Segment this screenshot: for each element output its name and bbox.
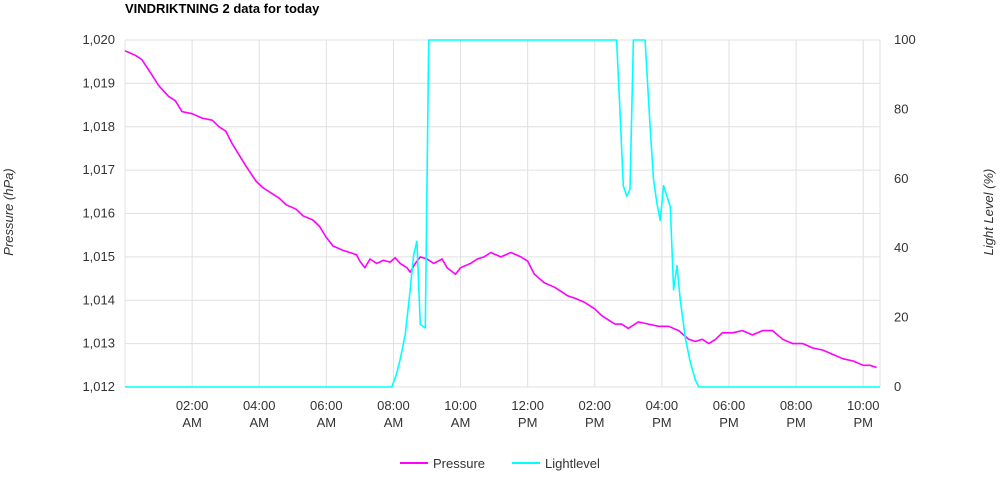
y-axis-tick-labels: 1,012 1,013 1,014 1,015 1,016 1,017 1,018 1,019…	[82, 32, 115, 394]
x-tick-label: 02:00	[176, 398, 209, 413]
y2-tick-label: 40	[894, 240, 908, 255]
x-tick-label: 06:00	[310, 398, 343, 413]
y2-tick-label: 80	[894, 101, 908, 116]
x-tick-label: 04:00	[646, 398, 679, 413]
x-tick-label: 08:00	[780, 398, 813, 413]
y-tick-label: 1,015	[82, 249, 115, 264]
x-tick-label: 10:00	[444, 398, 477, 413]
y-tick-label: 1,016	[82, 206, 115, 221]
legend-item-pressure[interactable]: Pressure	[400, 456, 485, 471]
x-tick-period: AM	[249, 415, 269, 430]
x-tick-label: 12:00	[511, 398, 544, 413]
x-tick-period: AM	[317, 415, 337, 430]
legend-label-lightlevel: Lightlevel	[545, 456, 600, 471]
x-tick-label: 10:00	[847, 398, 880, 413]
y-tick-label: 1,019	[82, 75, 115, 90]
y2-tick-label: 20	[894, 310, 908, 325]
y2-tick-label: 100	[894, 32, 916, 47]
x-tick-label: 08:00	[377, 398, 410, 413]
x-tick-period: PM	[786, 415, 806, 430]
legend: Pressure Lightlevel	[400, 456, 600, 471]
series-lines	[124, 39, 880, 388]
x-tick-period: PM	[585, 415, 605, 430]
y-axis-title: Pressure (hPa)	[1, 168, 16, 255]
x-tick-label: 06:00	[713, 398, 746, 413]
legend-item-lightlevel[interactable]: Lightlevel	[512, 456, 600, 471]
chart-title: VINDRIKTNING 2 data for today	[125, 1, 320, 16]
y2-axis-tick-labels: 0 20 40 60 80 100	[894, 32, 916, 394]
series-line-pressure	[124, 50, 877, 369]
y-tick-label: 1,017	[82, 162, 115, 177]
x-tick-period: PM	[719, 415, 739, 430]
legend-label-pressure: Pressure	[433, 456, 485, 471]
y-tick-label: 1,012	[82, 379, 115, 394]
x-tick-period: PM	[652, 415, 672, 430]
y-tick-label: 1,018	[82, 119, 115, 134]
y2-tick-label: 0	[894, 379, 901, 394]
y-tick-label: 1,014	[82, 292, 115, 307]
x-tick-period: AM	[182, 415, 202, 430]
y2-axis-title: Light Level (%)	[981, 169, 996, 256]
x-axis-tick-labels: 02:00 AM 04:00 AM 06:00 AM 08:00 AM 10:00 AM 12:00…	[176, 398, 880, 430]
x-tick-period: PM	[853, 415, 873, 430]
x-tick-period: AM	[384, 415, 404, 430]
y2-tick-label: 60	[894, 171, 908, 186]
x-tick-label: 04:00	[243, 398, 276, 413]
x-tick-period: PM	[518, 415, 538, 430]
x-tick-label: 02:00	[579, 398, 612, 413]
y-tick-label: 1,020	[82, 32, 115, 47]
series-line-lightlevel	[125, 39, 880, 388]
x-tick-period: AM	[451, 415, 471, 430]
grid-lines	[124, 39, 881, 388]
y-tick-label: 1,013	[82, 336, 115, 351]
